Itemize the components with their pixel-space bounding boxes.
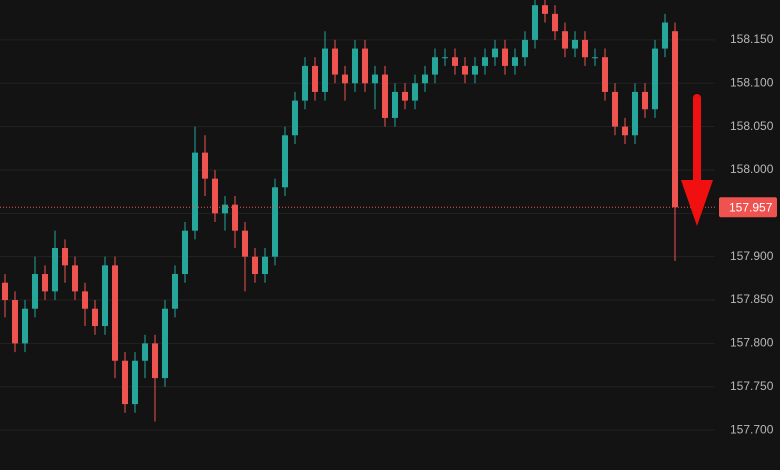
candle-body <box>42 274 48 292</box>
candle-body <box>342 74 348 84</box>
candle-body <box>102 265 108 327</box>
candle-body <box>492 48 498 58</box>
candle-body <box>282 135 288 188</box>
candle-body <box>402 91 408 101</box>
candle-body <box>592 57 598 59</box>
candle-body <box>232 204 238 231</box>
candle-body <box>652 48 658 110</box>
last-price-label: 157.957 <box>729 200 773 214</box>
candle-body <box>202 152 208 179</box>
candle-body <box>172 274 178 309</box>
candle-body <box>312 65 318 92</box>
candle-body <box>602 57 608 92</box>
candle-body <box>162 308 168 379</box>
candle-body <box>452 57 458 66</box>
y-tick-label: 158.100 <box>730 75 774 89</box>
down-arrow <box>681 94 713 226</box>
candles <box>0 0 715 422</box>
y-tick-label: 157.700 <box>730 422 774 436</box>
y-tick-label: 157.750 <box>730 379 774 393</box>
candle-body <box>112 265 118 361</box>
candle-body <box>572 39 578 49</box>
candle-body <box>242 230 248 257</box>
candle-body <box>632 91 638 136</box>
candle-body <box>532 5 538 40</box>
candle-body <box>552 13 558 32</box>
candle-body <box>522 39 528 58</box>
candle-body <box>302 65 308 101</box>
candle-body <box>372 74 378 84</box>
candle-body <box>92 308 98 327</box>
candle-body <box>352 48 358 84</box>
candle-body <box>642 91 648 110</box>
candle-body <box>382 74 388 118</box>
candle-body <box>12 300 18 344</box>
y-tick-label: 157.850 <box>730 292 774 306</box>
candle-body <box>52 248 58 292</box>
candle-body <box>2 282 8 301</box>
candle-body <box>252 256 258 275</box>
candle-body <box>22 308 28 344</box>
candle-body <box>392 91 398 118</box>
candle-body <box>542 5 548 14</box>
last-price-box <box>719 197 777 218</box>
candle-body <box>62 248 68 266</box>
candle-body <box>192 152 198 231</box>
candle-body <box>462 65 468 75</box>
y-tick-label: 157.900 <box>730 249 774 263</box>
candle-body <box>472 65 478 75</box>
candle-body <box>432 57 438 75</box>
candle-body <box>482 57 488 66</box>
candle-body <box>292 100 298 136</box>
arrow-head <box>681 180 713 226</box>
y-tick-label: 158.050 <box>730 119 774 133</box>
candle-body <box>132 360 138 405</box>
candle-body <box>182 230 188 275</box>
candle-body <box>672 31 678 208</box>
candle-body <box>32 274 38 309</box>
candle-body <box>332 48 338 75</box>
candle-body <box>362 48 368 84</box>
candle-body <box>212 178 218 214</box>
candle-body <box>622 126 628 136</box>
candle-body <box>502 48 508 66</box>
candle-body <box>72 265 78 292</box>
candle-body <box>422 74 428 84</box>
candle-body <box>82 291 88 309</box>
candle-body <box>122 360 128 405</box>
candle-body <box>262 256 268 275</box>
candle-body <box>272 187 278 257</box>
candle-body <box>612 91 618 127</box>
candle-body <box>322 48 328 92</box>
candle-body <box>662 22 668 49</box>
candle-body <box>222 204 228 214</box>
candle-body <box>152 343 158 379</box>
y-tick-label: 158.000 <box>730 162 774 176</box>
candle-body <box>142 343 148 361</box>
candle-body <box>562 31 568 49</box>
price-axis: 157.700 157.750 157.800 157.850 157.900 157.9… <box>719 32 777 436</box>
candle-body <box>442 57 448 59</box>
candle-body <box>412 83 418 101</box>
y-tick-label: 158.150 <box>730 32 774 46</box>
y-tick-label: 157.800 <box>730 336 774 350</box>
candle-body <box>512 57 518 66</box>
candle-body <box>582 39 588 58</box>
